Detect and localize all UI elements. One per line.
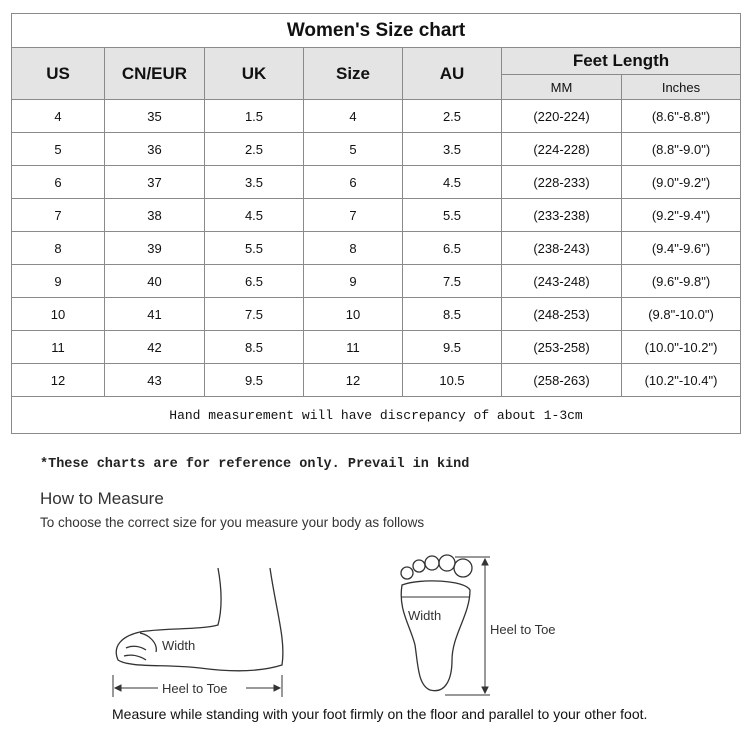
cell-us: 10: [11, 297, 105, 331]
header-inches: Inches: [620, 74, 742, 100]
header-us: US: [11, 47, 105, 100]
cell-mm: (220-224): [501, 99, 622, 133]
cell-inches: (9.2"-9.4"): [620, 198, 742, 232]
cell-mm: (228-233): [501, 165, 622, 199]
sole-heel-to-toe-arrow: [445, 556, 490, 696]
cell-uk: 4.5: [204, 198, 304, 232]
table-row: 4 35 1.5 4 2.5 (220-224) (8.6"-8.8"): [11, 99, 742, 133]
measure-caption: Measure while standing with your foot fi…: [112, 706, 648, 722]
cell-cn-eur: 42: [104, 330, 205, 364]
table-row: 8 39 5.5 8 6.5 (238-243) (9.4"-9.6"): [11, 231, 742, 265]
cell-uk: 6.5: [204, 264, 304, 298]
cell-inches: (9.0"-9.2"): [620, 165, 742, 199]
cell-inches: (8.8"-9.0"): [620, 132, 742, 166]
cell-au: 7.5: [402, 264, 502, 298]
cell-size: 5: [303, 132, 403, 166]
table-row: 12 43 9.5 12 10.5 (258-263) (10.2"-10.4"): [11, 363, 742, 397]
cell-cn-eur: 36: [104, 132, 205, 166]
cell-cn-eur: 35: [104, 99, 205, 133]
header-au: AU: [402, 47, 502, 100]
cell-size: 7: [303, 198, 403, 232]
cell-mm: (248-253): [501, 297, 622, 331]
cell-au: 9.5: [402, 330, 502, 364]
cell-size: 8: [303, 231, 403, 265]
cell-inches: (10.0"-10.2"): [620, 330, 742, 364]
cell-us: 6: [11, 165, 105, 199]
cell-inches: (9.8"-10.0"): [620, 297, 742, 331]
table-row: 11 42 8.5 11 9.5 (253-258) (10.0"-10.2"): [11, 330, 742, 364]
reference-note: *These charts are for reference only. Pr…: [40, 457, 470, 472]
cell-uk: 3.5: [204, 165, 304, 199]
header-uk: UK: [204, 47, 304, 100]
cell-mm: (233-238): [501, 198, 622, 232]
header-cn-eur: CN/EUR: [104, 47, 205, 100]
how-to-measure-subtitle: To choose the correct size for you measu…: [40, 515, 425, 530]
table-footer-note: Hand measurement will have discrepancy o…: [10, 396, 742, 434]
cell-inches: (9.6"-9.8"): [620, 264, 742, 298]
cell-uk: 1.5: [204, 99, 304, 133]
cell-mm: (243-248): [501, 264, 622, 298]
cell-mm: (224-228): [501, 132, 622, 166]
cell-uk: 5.5: [204, 231, 304, 265]
cell-size: 4: [303, 99, 403, 133]
side-heel-to-toe-arrow: [112, 675, 283, 697]
sole-foot-icon: [400, 554, 473, 692]
cell-us: 9: [11, 264, 105, 298]
side-width-label: Width: [162, 638, 195, 653]
cell-mm: (258-263): [501, 363, 622, 397]
how-to-measure-title: How to Measure: [40, 489, 164, 508]
cell-mm: (238-243): [501, 231, 622, 265]
cell-mm: (253-258): [501, 330, 622, 364]
cell-cn-eur: 38: [104, 198, 205, 232]
header-feet-length: Feet Length: [500, 47, 742, 75]
cell-size: 12: [303, 363, 403, 397]
cell-cn-eur: 41: [104, 297, 205, 331]
cell-us: 8: [11, 231, 105, 265]
header-mm: MM: [501, 74, 622, 100]
side-heel-to-toe-label: Heel to Toe: [162, 681, 228, 696]
table-row: 5 36 2.5 5 3.5 (224-228) (8.8"-9.0"): [11, 132, 742, 166]
cell-au: 6.5: [402, 231, 502, 265]
cell-cn-eur: 37: [104, 165, 205, 199]
cell-au: 4.5: [402, 165, 502, 199]
cell-us: 5: [11, 132, 105, 166]
sole-width-label: Width: [408, 608, 441, 623]
cell-au: 2.5: [402, 99, 502, 133]
header-size: Size: [303, 47, 403, 100]
table-row: 6 37 3.5 6 4.5 (228-233) (9.0"-9.2"): [11, 165, 742, 199]
cell-uk: 7.5: [204, 297, 304, 331]
sole-heel-to-toe-label: Heel to Toe: [490, 622, 556, 637]
size-chart-table: Women's Size chart US CN/EUR UK Size AU …: [10, 13, 742, 434]
cell-size: 9: [303, 264, 403, 298]
cell-inches: (9.4"-9.6"): [620, 231, 742, 265]
cell-us: 7: [11, 198, 105, 232]
cell-cn-eur: 39: [104, 231, 205, 265]
measure-illustration: Width Heel to Toe Width Heel to Toe: [112, 554, 556, 697]
cell-au: 10.5: [402, 363, 502, 397]
cell-au: 5.5: [402, 198, 502, 232]
cell-uk: 2.5: [204, 132, 304, 166]
cell-au: 3.5: [402, 132, 502, 166]
cell-size: 10: [303, 297, 403, 331]
cell-uk: 9.5: [204, 363, 304, 397]
side-foot-icon: [115, 567, 284, 672]
cell-size: 11: [303, 330, 403, 364]
table-row: 7 38 4.5 7 5.5 (233-238) (9.2"-9.4"): [11, 198, 742, 232]
cell-us: 4: [11, 99, 105, 133]
cell-cn-eur: 43: [104, 363, 205, 397]
cell-us: 12: [11, 363, 105, 397]
cell-inches: (8.6"-8.8"): [620, 99, 742, 133]
cell-cn-eur: 40: [104, 264, 205, 298]
cell-au: 8.5: [402, 297, 502, 331]
table-title: Women's Size chart: [10, 13, 742, 48]
cell-inches: (10.2"-10.4"): [620, 363, 742, 397]
cell-size: 6: [303, 165, 403, 199]
table-row: 9 40 6.5 9 7.5 (243-248) (9.6"-9.8"): [11, 264, 742, 298]
table-row: 10 41 7.5 10 8.5 (248-253) (9.8"-10.0"): [11, 297, 742, 331]
cell-uk: 8.5: [204, 330, 304, 364]
cell-us: 11: [11, 330, 105, 364]
